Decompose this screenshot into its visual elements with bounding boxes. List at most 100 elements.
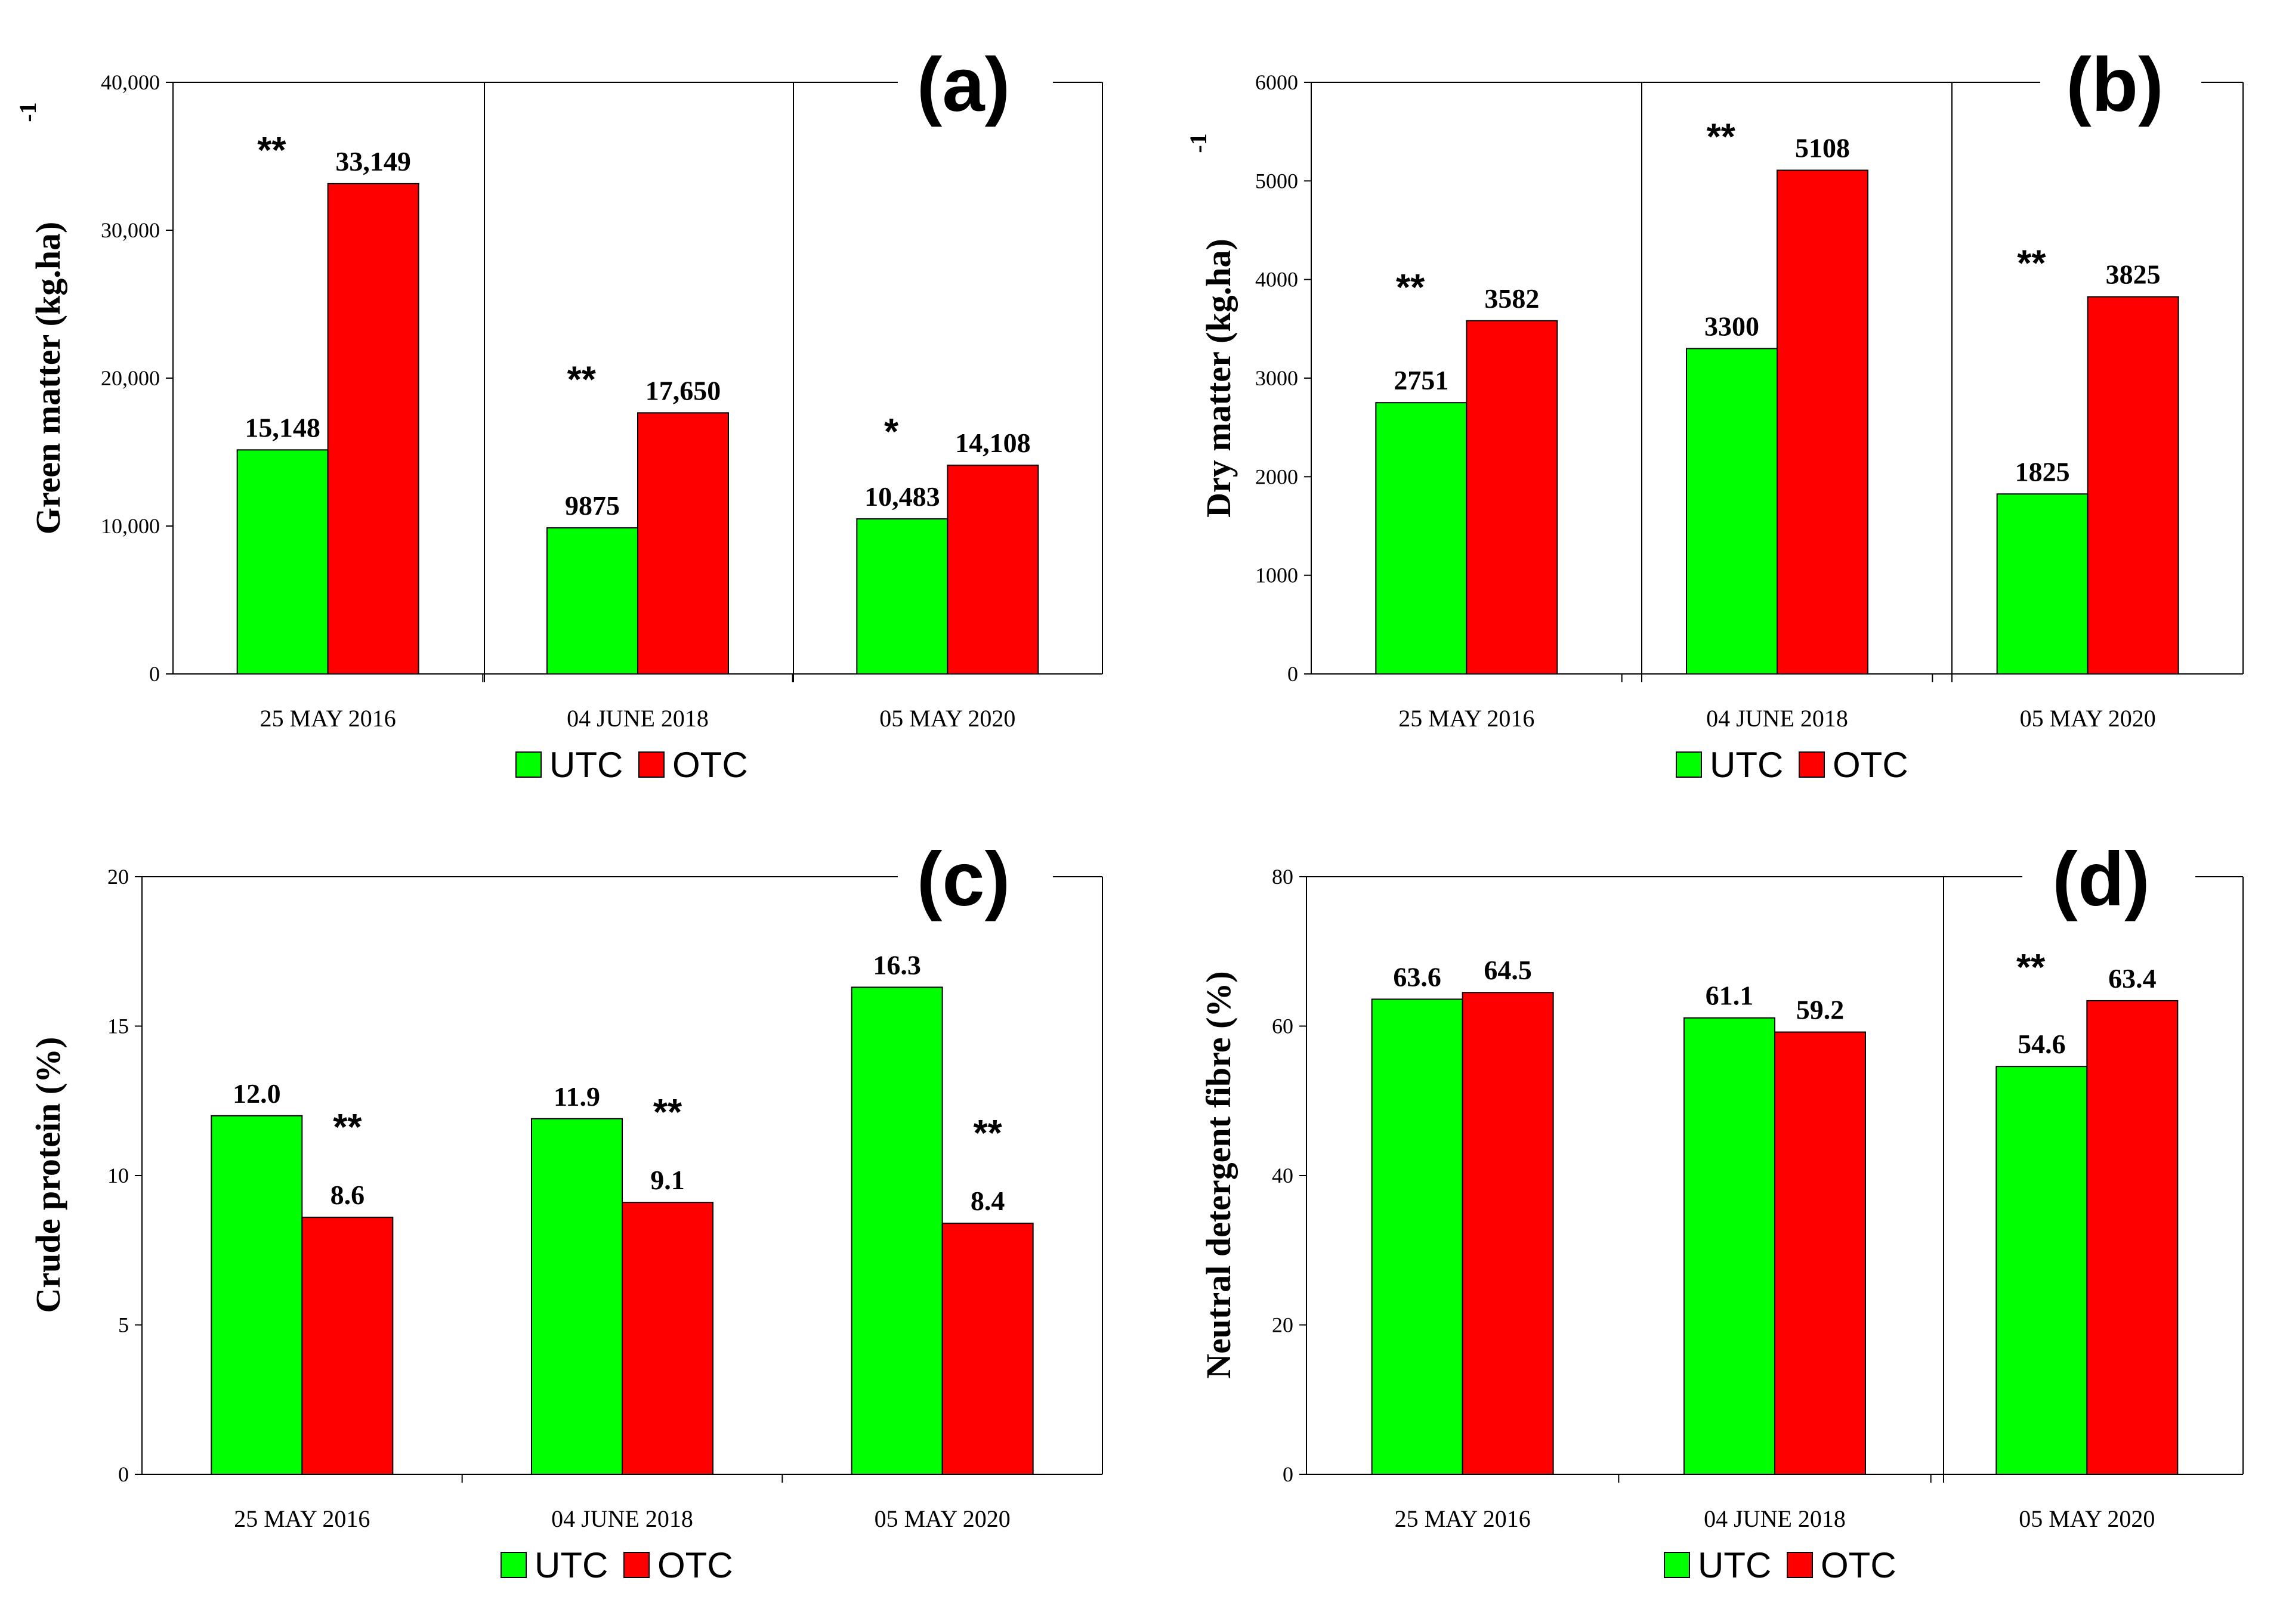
bar-utc-1 bbox=[1371, 998, 1463, 1475]
data-label-otc-3: 63.4 bbox=[2108, 963, 2157, 994]
data-label-otc-3: 14,108 bbox=[955, 428, 1031, 458]
y-tick-label: 10,000 bbox=[101, 514, 160, 538]
legend: UTC OTC bbox=[515, 745, 748, 785]
bar-otc-1 bbox=[327, 182, 419, 675]
bar-otc-3 bbox=[947, 465, 1039, 675]
bar-otc-2 bbox=[622, 1202, 713, 1475]
x-tick-label: 25 MAY 2016 bbox=[260, 705, 396, 732]
data-label-utc-1: 12.0 bbox=[233, 1078, 281, 1109]
y-tick-label: 0 bbox=[1283, 1462, 1293, 1486]
y-tick-label: 30,000 bbox=[101, 218, 160, 242]
bar-otc-1 bbox=[1466, 320, 1558, 675]
data-label-otc-2: 9.1 bbox=[650, 1165, 685, 1195]
y-axis-label-text: Green matter (kg.ha bbox=[29, 233, 67, 534]
y-tick-label: 15 bbox=[107, 1014, 129, 1038]
y-axis-label-text: Neutral detergent fibre (%) bbox=[1199, 971, 1238, 1378]
legend-swatch-otc bbox=[638, 751, 665, 778]
x-tick-label: 04 JUNE 2018 bbox=[1706, 705, 1848, 732]
panel-label: (a) bbox=[917, 42, 1010, 128]
legend: UTC OTC bbox=[1664, 1545, 1896, 1585]
data-label-otc-2: 59.2 bbox=[1796, 995, 1845, 1025]
data-label-otc-1: 33,149 bbox=[335, 146, 411, 177]
legend: UTC OTC bbox=[1676, 745, 1908, 785]
significance-marker: ** bbox=[974, 1113, 1003, 1154]
y-axis-label: Crude protein (%) bbox=[29, 1037, 67, 1313]
significance-marker: ** bbox=[1396, 267, 1425, 308]
x-tick-label: 04 JUNE 2018 bbox=[551, 1505, 693, 1532]
legend-label-otc: OTC bbox=[672, 745, 748, 785]
y-axis-label: Dry matter (kg.ha) bbox=[1199, 239, 1238, 518]
panel-label: (b) bbox=[2066, 42, 2163, 128]
y-tick-label: 40,000 bbox=[101, 70, 160, 94]
y-tick-label: 0 bbox=[1287, 662, 1298, 686]
x-tick-label: 05 MAY 2020 bbox=[2020, 705, 2156, 732]
bar-utc-3 bbox=[856, 518, 949, 675]
legend-label-utc: UTC bbox=[549, 745, 623, 785]
data-label-utc-2: 11.9 bbox=[554, 1081, 600, 1112]
data-label-utc-1: 15,148 bbox=[245, 412, 320, 443]
y-tick-label: 80 bbox=[1272, 865, 1293, 889]
y-axis-label-close: ) bbox=[1199, 239, 1238, 250]
bar-otc-2 bbox=[637, 412, 729, 675]
legend-swatch-utc bbox=[1664, 1552, 1690, 1578]
legend-swatch-utc bbox=[515, 751, 542, 778]
significance-marker: ** bbox=[567, 359, 597, 400]
y-tick-label: 10 bbox=[107, 1164, 129, 1187]
panel-label: (c) bbox=[917, 837, 1010, 922]
bar-otc-2 bbox=[1777, 169, 1868, 675]
y-tick-label: 5 bbox=[118, 1313, 129, 1337]
data-label-utc-1: 63.6 bbox=[1393, 961, 1441, 992]
bar-utc-1 bbox=[211, 1115, 303, 1475]
y-tick-label: 20,000 bbox=[101, 366, 160, 390]
data-label-otc-1: 64.5 bbox=[1484, 955, 1532, 985]
y-axis-label: Neutral detergent fibre (%) bbox=[1199, 971, 1238, 1378]
x-tick-label: 05 MAY 2020 bbox=[875, 1505, 1011, 1532]
x-tick-label: 25 MAY 2016 bbox=[234, 1505, 370, 1532]
significance-marker: * bbox=[884, 412, 899, 453]
panel-b: 0 1000 2000 3000 4000 5000 6000 Dry matter (kg.… bbox=[1185, 42, 2244, 785]
data-label-utc-3: 54.6 bbox=[2018, 1029, 2066, 1059]
y-tick-label: 4000 bbox=[1255, 268, 1298, 292]
bar-utc-2 bbox=[1683, 1017, 1775, 1475]
bar-utc-3 bbox=[851, 986, 943, 1475]
legend-label-utc: UTC bbox=[535, 1545, 608, 1585]
significance-marker: ** bbox=[1707, 116, 1736, 157]
y-axis-label-close: ) bbox=[29, 222, 67, 233]
bar-otc-3 bbox=[2087, 296, 2179, 675]
data-label-utc-3: 10,483 bbox=[864, 481, 940, 512]
y-tick-label: 60 bbox=[1272, 1014, 1293, 1038]
y-axis-label-superscript: -1 bbox=[14, 102, 41, 122]
y-axis-label-superscript: -1 bbox=[1185, 133, 1212, 153]
significance-marker: ** bbox=[2017, 243, 2046, 284]
bar-otc-2 bbox=[1774, 1031, 1866, 1475]
legend-label-otc: OTC bbox=[657, 1545, 733, 1585]
panel-d: 0 20 40 60 80 Neutral detergent fibre (%) 25 M… bbox=[1199, 837, 2244, 1585]
y-tick-label: 2000 bbox=[1255, 465, 1298, 488]
legend-swatch-otc bbox=[1787, 1552, 1813, 1578]
y-tick-label: 40 bbox=[1272, 1164, 1293, 1187]
significance-marker: ** bbox=[653, 1092, 682, 1133]
data-label-utc-3: 16.3 bbox=[873, 949, 921, 980]
y-tick-label: 1000 bbox=[1255, 564, 1298, 587]
bar-utc-2 bbox=[531, 1118, 623, 1475]
bar-otc-3 bbox=[941, 1223, 1034, 1475]
bar-utc-3 bbox=[1995, 1066, 2088, 1475]
legend-label-utc: UTC bbox=[1710, 745, 1783, 785]
legend-swatch-otc bbox=[1799, 751, 1825, 778]
significance-marker: ** bbox=[257, 130, 286, 171]
y-axis-label: Green matter (kg.ha) bbox=[29, 222, 67, 535]
data-label-otc-1: 3582 bbox=[1484, 283, 1539, 314]
bar-otc-3 bbox=[2086, 1000, 2179, 1475]
data-label-utc-2: 9875 bbox=[565, 490, 620, 521]
bar-utc-2 bbox=[1686, 348, 1778, 675]
data-label-otc-2: 5108 bbox=[1795, 132, 1850, 163]
data-label-otc-3: 8.4 bbox=[971, 1186, 1005, 1216]
data-label-otc-3: 3825 bbox=[2106, 259, 2161, 290]
bar-otc-1 bbox=[301, 1217, 394, 1475]
significance-marker: ** bbox=[2016, 947, 2046, 988]
data-label-otc-2: 17,650 bbox=[645, 375, 721, 406]
bar-utc-1 bbox=[1375, 402, 1468, 675]
data-label-utc-3: 1825 bbox=[2015, 456, 2070, 487]
y-tick-label: 0 bbox=[118, 1462, 129, 1486]
x-tick-label: 05 MAY 2020 bbox=[879, 705, 1015, 732]
